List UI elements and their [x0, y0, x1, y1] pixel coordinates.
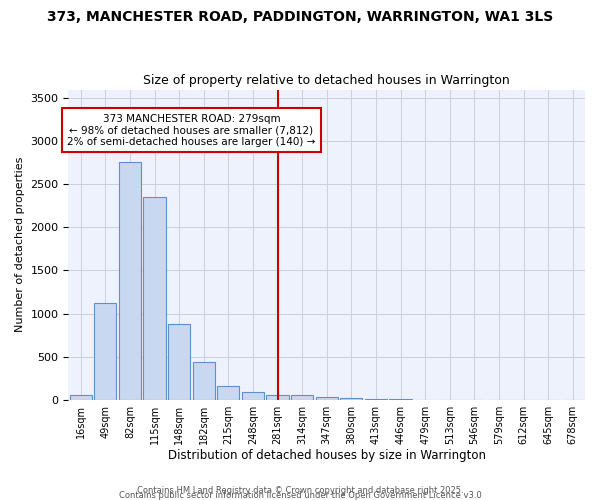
Bar: [70, 396, 92, 400]
Bar: [340, 398, 362, 400]
Bar: [242, 392, 264, 400]
Bar: [291, 396, 313, 400]
Bar: [217, 386, 239, 400]
Bar: [143, 197, 166, 400]
Bar: [168, 324, 190, 400]
Text: Contains HM Land Registry data © Crown copyright and database right 2025.: Contains HM Land Registry data © Crown c…: [137, 486, 463, 495]
Bar: [316, 397, 338, 400]
Title: Size of property relative to detached houses in Warrington: Size of property relative to detached ho…: [143, 74, 510, 87]
Bar: [266, 396, 289, 400]
Bar: [119, 162, 141, 400]
X-axis label: Distribution of detached houses by size in Warrington: Distribution of detached houses by size …: [168, 450, 486, 462]
Bar: [94, 303, 116, 400]
Y-axis label: Number of detached properties: Number of detached properties: [15, 157, 25, 332]
Text: 373, MANCHESTER ROAD, PADDINGTON, WARRINGTON, WA1 3LS: 373, MANCHESTER ROAD, PADDINGTON, WARRIN…: [47, 10, 553, 24]
Text: 373 MANCHESTER ROAD: 279sqm
← 98% of detached houses are smaller (7,812)
2% of s: 373 MANCHESTER ROAD: 279sqm ← 98% of det…: [67, 114, 316, 147]
Text: Contains public sector information licensed under the Open Government Licence v3: Contains public sector information licen…: [119, 491, 481, 500]
Bar: [193, 362, 215, 400]
